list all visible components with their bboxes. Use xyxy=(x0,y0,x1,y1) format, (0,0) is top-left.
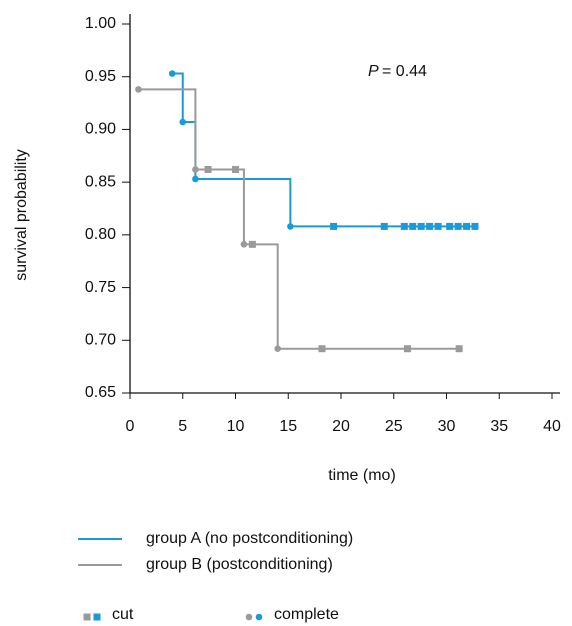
x-tick-label: 25 xyxy=(385,418,403,435)
step-segment xyxy=(172,72,184,123)
step-segment xyxy=(138,88,197,170)
x-tick-label: 40 xyxy=(543,418,561,435)
point-marker xyxy=(471,222,479,230)
legend-label: group B (postconditioning) xyxy=(146,556,333,573)
legend-marker xyxy=(93,613,101,621)
legend-marker-label: cut xyxy=(112,606,134,623)
point-marker xyxy=(232,165,239,173)
y-tick-label: 0.75 xyxy=(85,279,116,296)
point-marker xyxy=(192,166,199,173)
point-marker xyxy=(240,241,248,248)
y-tick-label: 1.00 xyxy=(85,15,116,32)
step-segment xyxy=(252,243,279,349)
point-marker xyxy=(179,118,187,126)
annotation-text: = 0.44 xyxy=(382,63,427,80)
x-tick-label: 20 xyxy=(332,418,350,435)
point-marker xyxy=(409,222,417,230)
x-tick-label: 0 xyxy=(126,418,135,435)
point-marker xyxy=(446,222,454,230)
x-tick-label: 30 xyxy=(438,418,456,435)
x-axis-label: time (mo) xyxy=(328,467,396,484)
x-tick-label: 15 xyxy=(279,418,297,435)
point-marker xyxy=(168,70,176,77)
legend-marker xyxy=(255,613,263,621)
point-marker xyxy=(454,222,462,230)
legend-marker-label: complete xyxy=(274,606,339,623)
point-marker xyxy=(274,345,282,353)
legend-marker xyxy=(245,613,253,621)
point-marker xyxy=(426,222,434,230)
point-marker xyxy=(330,222,338,230)
y-tick-label: 0.70 xyxy=(85,332,116,349)
point-marker xyxy=(192,175,199,183)
step-segment xyxy=(195,177,292,227)
point-marker xyxy=(380,222,388,230)
point-marker xyxy=(287,223,294,230)
step-segment xyxy=(235,168,245,245)
x-tick-label: 10 xyxy=(227,418,245,435)
point-marker xyxy=(434,222,442,230)
y-tick-label: 0.85 xyxy=(85,173,116,190)
y-tick-label: 0.95 xyxy=(85,68,116,85)
y-tick-label: 0.80 xyxy=(85,226,116,243)
x-tick-label: 35 xyxy=(490,418,508,435)
legend-marker xyxy=(83,613,91,621)
point-marker xyxy=(135,86,142,93)
legend-label: group A (no postconditioning) xyxy=(146,530,353,547)
y-tick-label: 0.90 xyxy=(85,121,116,138)
x-tick-label: 5 xyxy=(178,418,187,435)
point-marker xyxy=(318,345,326,353)
point-marker xyxy=(204,165,212,173)
point-marker xyxy=(403,345,411,353)
point-marker xyxy=(463,222,471,230)
y-axis-label: survival probability xyxy=(13,149,30,281)
point-marker xyxy=(400,222,408,230)
annotation-symbol: P xyxy=(368,63,379,80)
y-tick-label: 0.65 xyxy=(85,384,116,401)
point-marker xyxy=(417,222,425,230)
point-marker xyxy=(455,345,463,353)
point-marker xyxy=(248,240,256,248)
